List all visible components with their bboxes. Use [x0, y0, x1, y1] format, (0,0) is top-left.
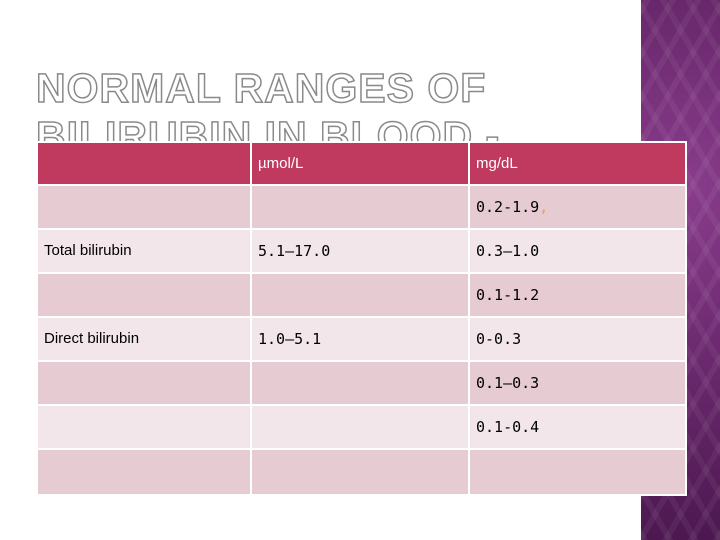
header-mgdl-cell: mg/dL [468, 141, 687, 186]
row-mgdl-cell: 0.2-1.9, [468, 184, 687, 230]
row-mgdl-mark: , [539, 197, 549, 216]
table-row: 0.1-1.2 [36, 271, 687, 318]
table-row: 0.1-0.4 [36, 403, 687, 450]
row-umol-cell [250, 184, 470, 230]
header-label-cell [36, 141, 252, 186]
row-mgdl-cell: 0.1–0.3 [468, 359, 687, 406]
row-label-cell: Total bilirubin [36, 227, 252, 274]
row-label-cell [36, 403, 252, 450]
row-mgdl-cell: 0-0.3 [468, 315, 687, 362]
row-umol-cell [250, 359, 470, 406]
table-row: Direct bilirubin 1.0–5.1 0-0.3 [36, 315, 687, 362]
row-label-cell: Direct bilirubin [36, 315, 252, 362]
row-mgdl-cell [468, 447, 687, 497]
row-mgdl-cell: 0.1-1.2 [468, 271, 687, 318]
row-mgdl-value: 0.2-1.9 [476, 197, 540, 216]
table-row: Total bilirubin 5.1–17.0 0.3–1.0 [36, 227, 687, 274]
row-umol-cell [250, 271, 470, 318]
table-row: 0.1–0.3 [36, 359, 687, 406]
table-header-row: µmol/L mg/dL [36, 141, 687, 186]
row-mgdl-cell: 0.3–1.0 [468, 227, 687, 274]
row-label-cell [36, 271, 252, 318]
row-label-cell [36, 184, 252, 230]
row-umol-cell [250, 447, 470, 497]
row-umol-cell [250, 403, 470, 450]
row-mgdl-cell: 0.1-0.4 [468, 403, 687, 450]
bilirubin-ranges-table: µmol/L mg/dL 0.2-1.9, Total bilirubin 5.… [36, 141, 687, 497]
row-umol-cell: 5.1–17.0 [250, 227, 470, 274]
row-umol-cell: 1.0–5.1 [250, 315, 470, 362]
row-label-cell [36, 447, 252, 497]
row-label-cell [36, 359, 252, 406]
table-row: 0.2-1.9, [36, 184, 687, 230]
header-umol-cell: µmol/L [250, 141, 470, 186]
table-row [36, 447, 687, 497]
